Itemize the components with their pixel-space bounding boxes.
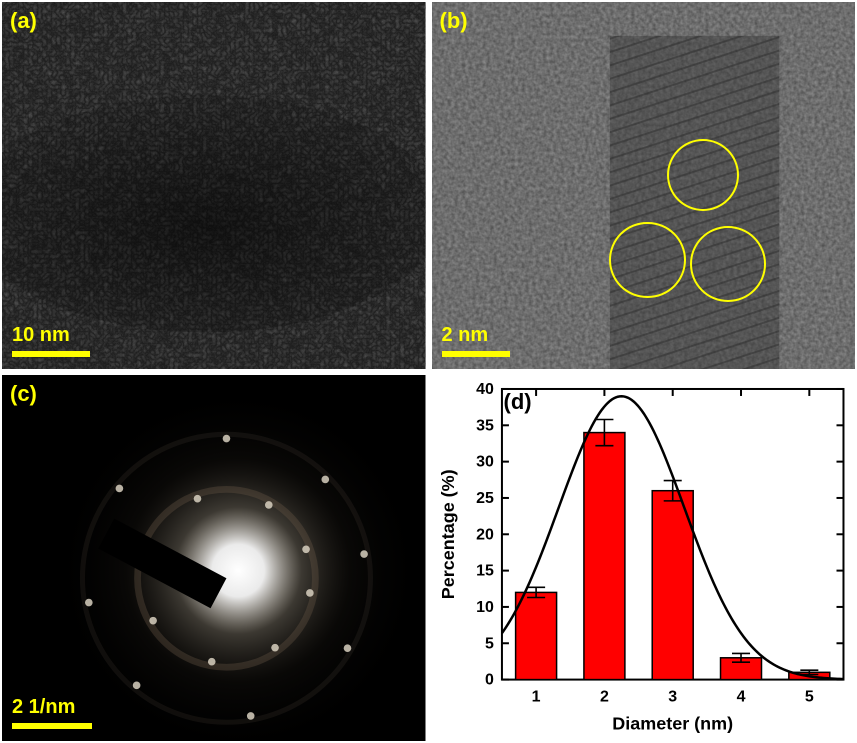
histogram-chart: 0 5 10 15 20 25 30 35 40 1 2 3 4 5 Diameter (nm) Percen… [432, 375, 856, 742]
y-tick-label: 5 [485, 635, 494, 652]
diffraction-spot [149, 616, 157, 624]
tem-micrograph-a [2, 2, 426, 369]
x-tick-label: 3 [668, 688, 677, 705]
scale-line-a [12, 351, 90, 357]
diffraction-spot [247, 712, 255, 720]
diffraction-spot [321, 475, 329, 483]
panel-c: (c) 2 1/nm [2, 375, 426, 742]
noise-texture-a [2, 2, 426, 369]
diffraction-spot [306, 589, 314, 597]
x-axis-title: Diameter (nm) [612, 713, 733, 733]
diffraction-spot [116, 484, 124, 492]
y-tick-label: 0 [485, 671, 494, 688]
scale-text-b: 2 nm [442, 324, 510, 347]
lattice-circle-1 [667, 139, 739, 211]
figure-grid: (a) 10 nm (b) [0, 0, 857, 743]
diffraction-spot [133, 681, 141, 689]
diffraction-spot [265, 501, 273, 509]
bar [515, 592, 556, 679]
saed-pattern-c [2, 375, 426, 742]
noise-texture-b [432, 2, 856, 369]
diffraction-spot [85, 598, 93, 606]
scale-bar-b: 2 nm [442, 324, 510, 357]
diffraction-spot [344, 644, 352, 652]
y-tick-label: 20 [476, 526, 494, 543]
scale-line-c [12, 723, 92, 729]
x-tick-label: 1 [531, 688, 540, 705]
y-tick-label: 10 [476, 598, 494, 615]
panel-label-c: (c) [10, 381, 37, 407]
scale-text-a: 10 nm [12, 324, 90, 347]
y-tick-label: 25 [476, 489, 494, 506]
diffraction-spot [223, 434, 231, 442]
panel-a: (a) 10 nm [2, 2, 426, 369]
scale-line-b [442, 351, 510, 357]
lattice-circle-3 [690, 226, 766, 302]
panel-label-b: (b) [440, 8, 468, 34]
panel-b: (b) 2 nm [432, 2, 856, 369]
y-tick-label: 15 [476, 562, 494, 579]
diffraction-spot [208, 657, 216, 665]
lattice-circle-2 [609, 222, 685, 298]
panel-label-d: (d) [504, 389, 532, 415]
scale-text-c: 2 1/nm [12, 696, 92, 719]
y-tick-label: 35 [476, 417, 494, 434]
scale-bar-c: 2 1/nm [12, 696, 92, 729]
panel-label-a: (a) [10, 8, 37, 34]
scale-bar-a: 10 nm [12, 324, 90, 357]
panel-d: (d) 0 5 10 15 20 25 30 35 40 1 2 3 4 5 Diameter (nm) Pe… [432, 375, 856, 742]
y-tick-label: 30 [476, 453, 494, 470]
diffraction-svg [2, 375, 426, 742]
hrtem-micrograph-b [432, 2, 856, 369]
diffraction-spot [302, 545, 310, 553]
x-tick-label: 4 [736, 688, 745, 705]
bar [652, 490, 693, 679]
y-axis-title: Percentage (%) [438, 469, 458, 599]
y-tick-label: 40 [476, 380, 494, 397]
x-tick-label: 2 [599, 688, 608, 705]
x-tick-label: 5 [804, 688, 813, 705]
diffraction-spot [360, 550, 368, 558]
diffraction-spot [194, 494, 202, 502]
diffraction-spot [271, 643, 279, 651]
bar [583, 432, 624, 679]
